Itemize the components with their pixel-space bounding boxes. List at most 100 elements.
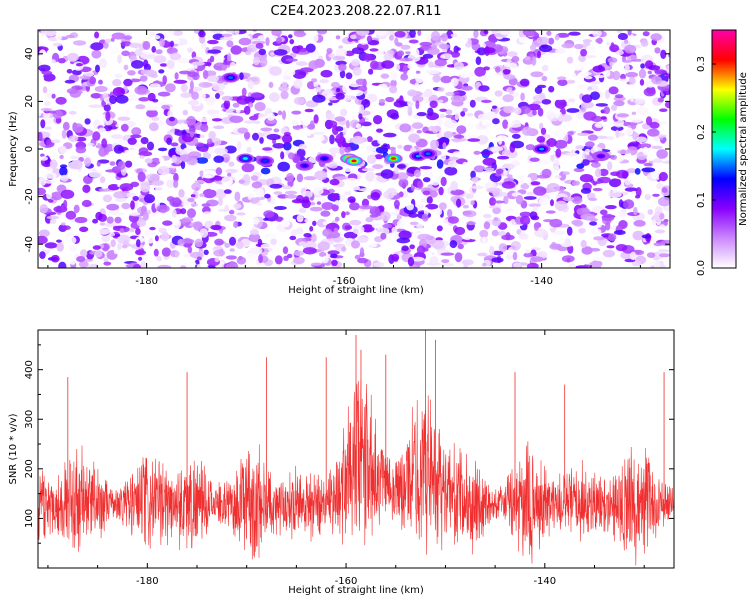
heatmap-speckle [140,261,147,268]
heatmap-speckle [91,49,102,59]
heatmap-speckle [99,176,106,184]
heatmap-speckle [432,74,441,83]
heatmap-speckle [237,127,249,134]
heatmap-speckle [434,58,447,67]
heatmap-speckle [338,63,347,72]
heatmap-speckle [73,40,87,46]
heatmap-speckle [546,138,557,147]
heatmap-speckle [297,47,309,52]
heatmap-speckle [174,38,180,44]
heatmap-speckle [253,120,261,125]
heatmap-speckle [211,206,221,212]
heatmap-speckle [659,224,666,230]
heatmap-speckle [310,262,322,266]
heatmap-speckle [369,48,379,52]
heatmap-speckle [90,93,102,99]
heatmap-speckle [481,43,487,48]
heatmap-speckle [198,35,206,44]
heatmap-speckle [377,83,388,90]
heatmap-speckle [59,154,64,160]
heatmap-speckle [638,68,647,79]
heatmap-speckle [313,114,319,124]
heatmap-speckle [42,86,48,94]
heatmap-speckle [638,143,652,149]
heatmap-speckle [66,69,73,74]
heatmap-speckle [462,220,468,230]
heatmap-speckle [447,160,457,168]
heatmap-speckle [583,111,597,121]
heatmap-speckle [549,218,563,228]
heatmap-speckle [499,30,511,36]
heatmap-speckle [411,122,424,129]
heatmap-speckle [171,209,177,218]
heatmap-speckle [663,257,670,268]
heatmap-speckle [210,30,224,34]
heatmap-speckle [527,223,533,233]
heatmap-speckle [545,110,555,120]
heatmap-speckle [135,143,146,148]
heatmap-speckle [44,172,57,179]
heatmap-speckle [114,216,122,224]
heatmap-speckle [301,199,311,209]
heatmap-speckle [309,206,323,212]
heatmap-chart: -180 -160 -140 -40 -20 0 20 40 Height of strai… [8,29,671,296]
heatmap-speckle [471,177,479,183]
heatmap-speckle [312,131,325,136]
heatmap-speckle [616,179,622,186]
heatmap-speckle [350,185,361,191]
heatmap-speckle [129,42,142,48]
heatmap-speckle [417,30,422,36]
heatmap-speckle [336,87,341,93]
heatmap-speckle [293,79,303,89]
heatmap-speckle [540,127,547,135]
heatmap-speckle [303,30,316,35]
heatmap-speckle [527,103,541,111]
heatmap-speckle [447,216,459,224]
colorbar-tick-label: 0.3 [696,56,707,72]
heatmap-speckle [295,195,304,202]
heatmap-speckle [234,191,241,202]
heatmap-speckle [94,85,108,93]
heatmap-speckle [317,30,328,35]
heatmap-speckle [237,140,242,151]
heatmap-speckle [335,92,345,100]
heatmap-speckle [47,86,53,95]
heatmap-speckle [466,221,477,226]
heatmap-speckle [42,73,56,82]
heatmap-speckle [351,59,361,67]
heatmap-speckle [198,30,206,38]
heatmap-speckle [94,31,100,39]
heatmap-speckle [108,184,120,191]
heatmap-speckle [554,139,568,149]
heatmap-speckle [228,161,235,167]
heatmap-speckle [586,44,596,54]
snr-y-axis: 100 200 300 400 [24,344,674,544]
heatmap-speckle [60,174,69,182]
snr-frame [37,329,675,569]
heatmap-speckle [341,165,355,172]
heatmap-feature [321,157,327,160]
heatmap-speckle [556,32,570,38]
heatmap-speckle [394,167,399,175]
heatmap-speckle [478,113,490,121]
heatmap-speckle [101,235,111,243]
heatmap-speckle [621,171,629,179]
heatmap-speckle [627,30,632,36]
heatmap-speckle [453,107,459,114]
heatmap-speckle [598,168,609,177]
heatmap-speckle [381,60,395,69]
heatmap-speckle [419,166,433,170]
heatmap-speckle [98,188,112,192]
heatmap-speckle [462,161,469,168]
heatmap-speckle [151,46,156,53]
heatmap-speckle [196,263,201,268]
heatmap-speckle [311,233,317,243]
colorbar-label: Normalized spectral amplitude [738,72,749,226]
heatmap-speckle [539,92,546,99]
heatmap-speckle [526,191,535,196]
heatmap-speckle [143,230,156,237]
heatmap-speckle [236,95,250,105]
heatmap-speckle [285,58,298,62]
heatmap-speckle [275,216,284,222]
heatmap-speckle [429,255,439,265]
